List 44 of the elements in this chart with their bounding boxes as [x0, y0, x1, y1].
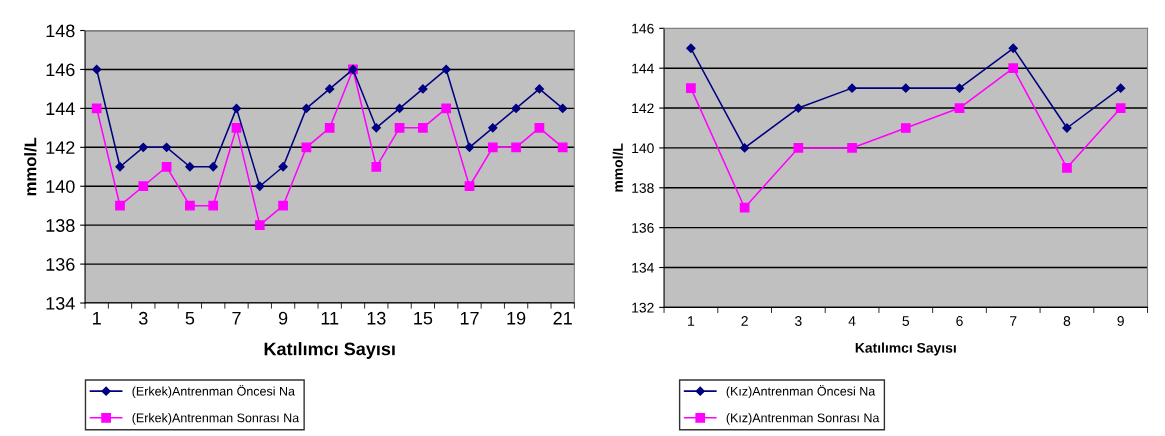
x-tick-label: 3 — [795, 316, 802, 326]
x-tick-label: 5 — [185, 312, 195, 325]
y-tick-label: 138 — [632, 183, 654, 193]
legend-label: (Kız)Antrenman Sonrası Na — [726, 413, 880, 425]
x-tick-label: 7 — [1010, 316, 1017, 326]
x-tick-label: 6 — [956, 316, 963, 326]
y-tick-label: 142 — [46, 141, 75, 154]
x-tick-label: 9 — [278, 311, 288, 325]
y-tick-label: 144 — [46, 102, 75, 115]
y-tick-label: 138 — [46, 219, 75, 232]
y-tick-label: 146 — [46, 63, 75, 77]
y-tick-label: 134 — [632, 262, 654, 273]
x-tick-label: 3 — [138, 311, 148, 325]
x-tick-label: 1 — [688, 316, 695, 326]
x-tick-label: 4 — [848, 316, 856, 326]
legend-label: (Erkek)Antrenman Sonrası Na — [132, 413, 300, 425]
y-tick-label: 136 — [632, 222, 654, 233]
y-tick-label: 132 — [632, 302, 654, 313]
legend-label: (Kız)Antrenman Öncesi Na — [726, 385, 876, 399]
y-tick-label: 146 — [632, 23, 654, 34]
x-tick-label: 7 — [232, 312, 241, 325]
y-tick-label: 140 — [632, 143, 654, 154]
y-tick-label: 144 — [632, 63, 654, 74]
y-tick-label: 134 — [46, 296, 75, 310]
x-tick-label: 9 — [1117, 316, 1124, 326]
x-tick-label: 13 — [367, 311, 386, 325]
x-tick-label: 5 — [902, 316, 910, 326]
x-axis-title: Katılımcı Sayısı — [855, 342, 956, 356]
x-tick-label: 1 — [93, 312, 101, 325]
y-tick-label: 136 — [46, 258, 75, 271]
x-tick-label: 21 — [553, 311, 572, 325]
legend-label: (Erkek)Antrenman Öncesi Na — [132, 385, 295, 399]
x-tick-label: 15 — [414, 312, 433, 325]
y-axis-title: mmol/L — [24, 137, 37, 196]
x-tick-label: 2 — [741, 316, 748, 326]
x-tick-label: 17 — [460, 312, 479, 325]
x-tick-label: 19 — [507, 311, 526, 325]
y-tick-label: 142 — [632, 103, 654, 114]
x-tick-label: 8 — [1063, 316, 1071, 326]
x-axis-title: Katılımcı Sayısı — [264, 342, 395, 359]
x-tick-label: 11 — [321, 312, 339, 325]
y-tick-label: 140 — [46, 180, 75, 193]
y-axis-title: mmol/L — [612, 143, 623, 192]
y-tick-label: 148 — [46, 24, 75, 38]
